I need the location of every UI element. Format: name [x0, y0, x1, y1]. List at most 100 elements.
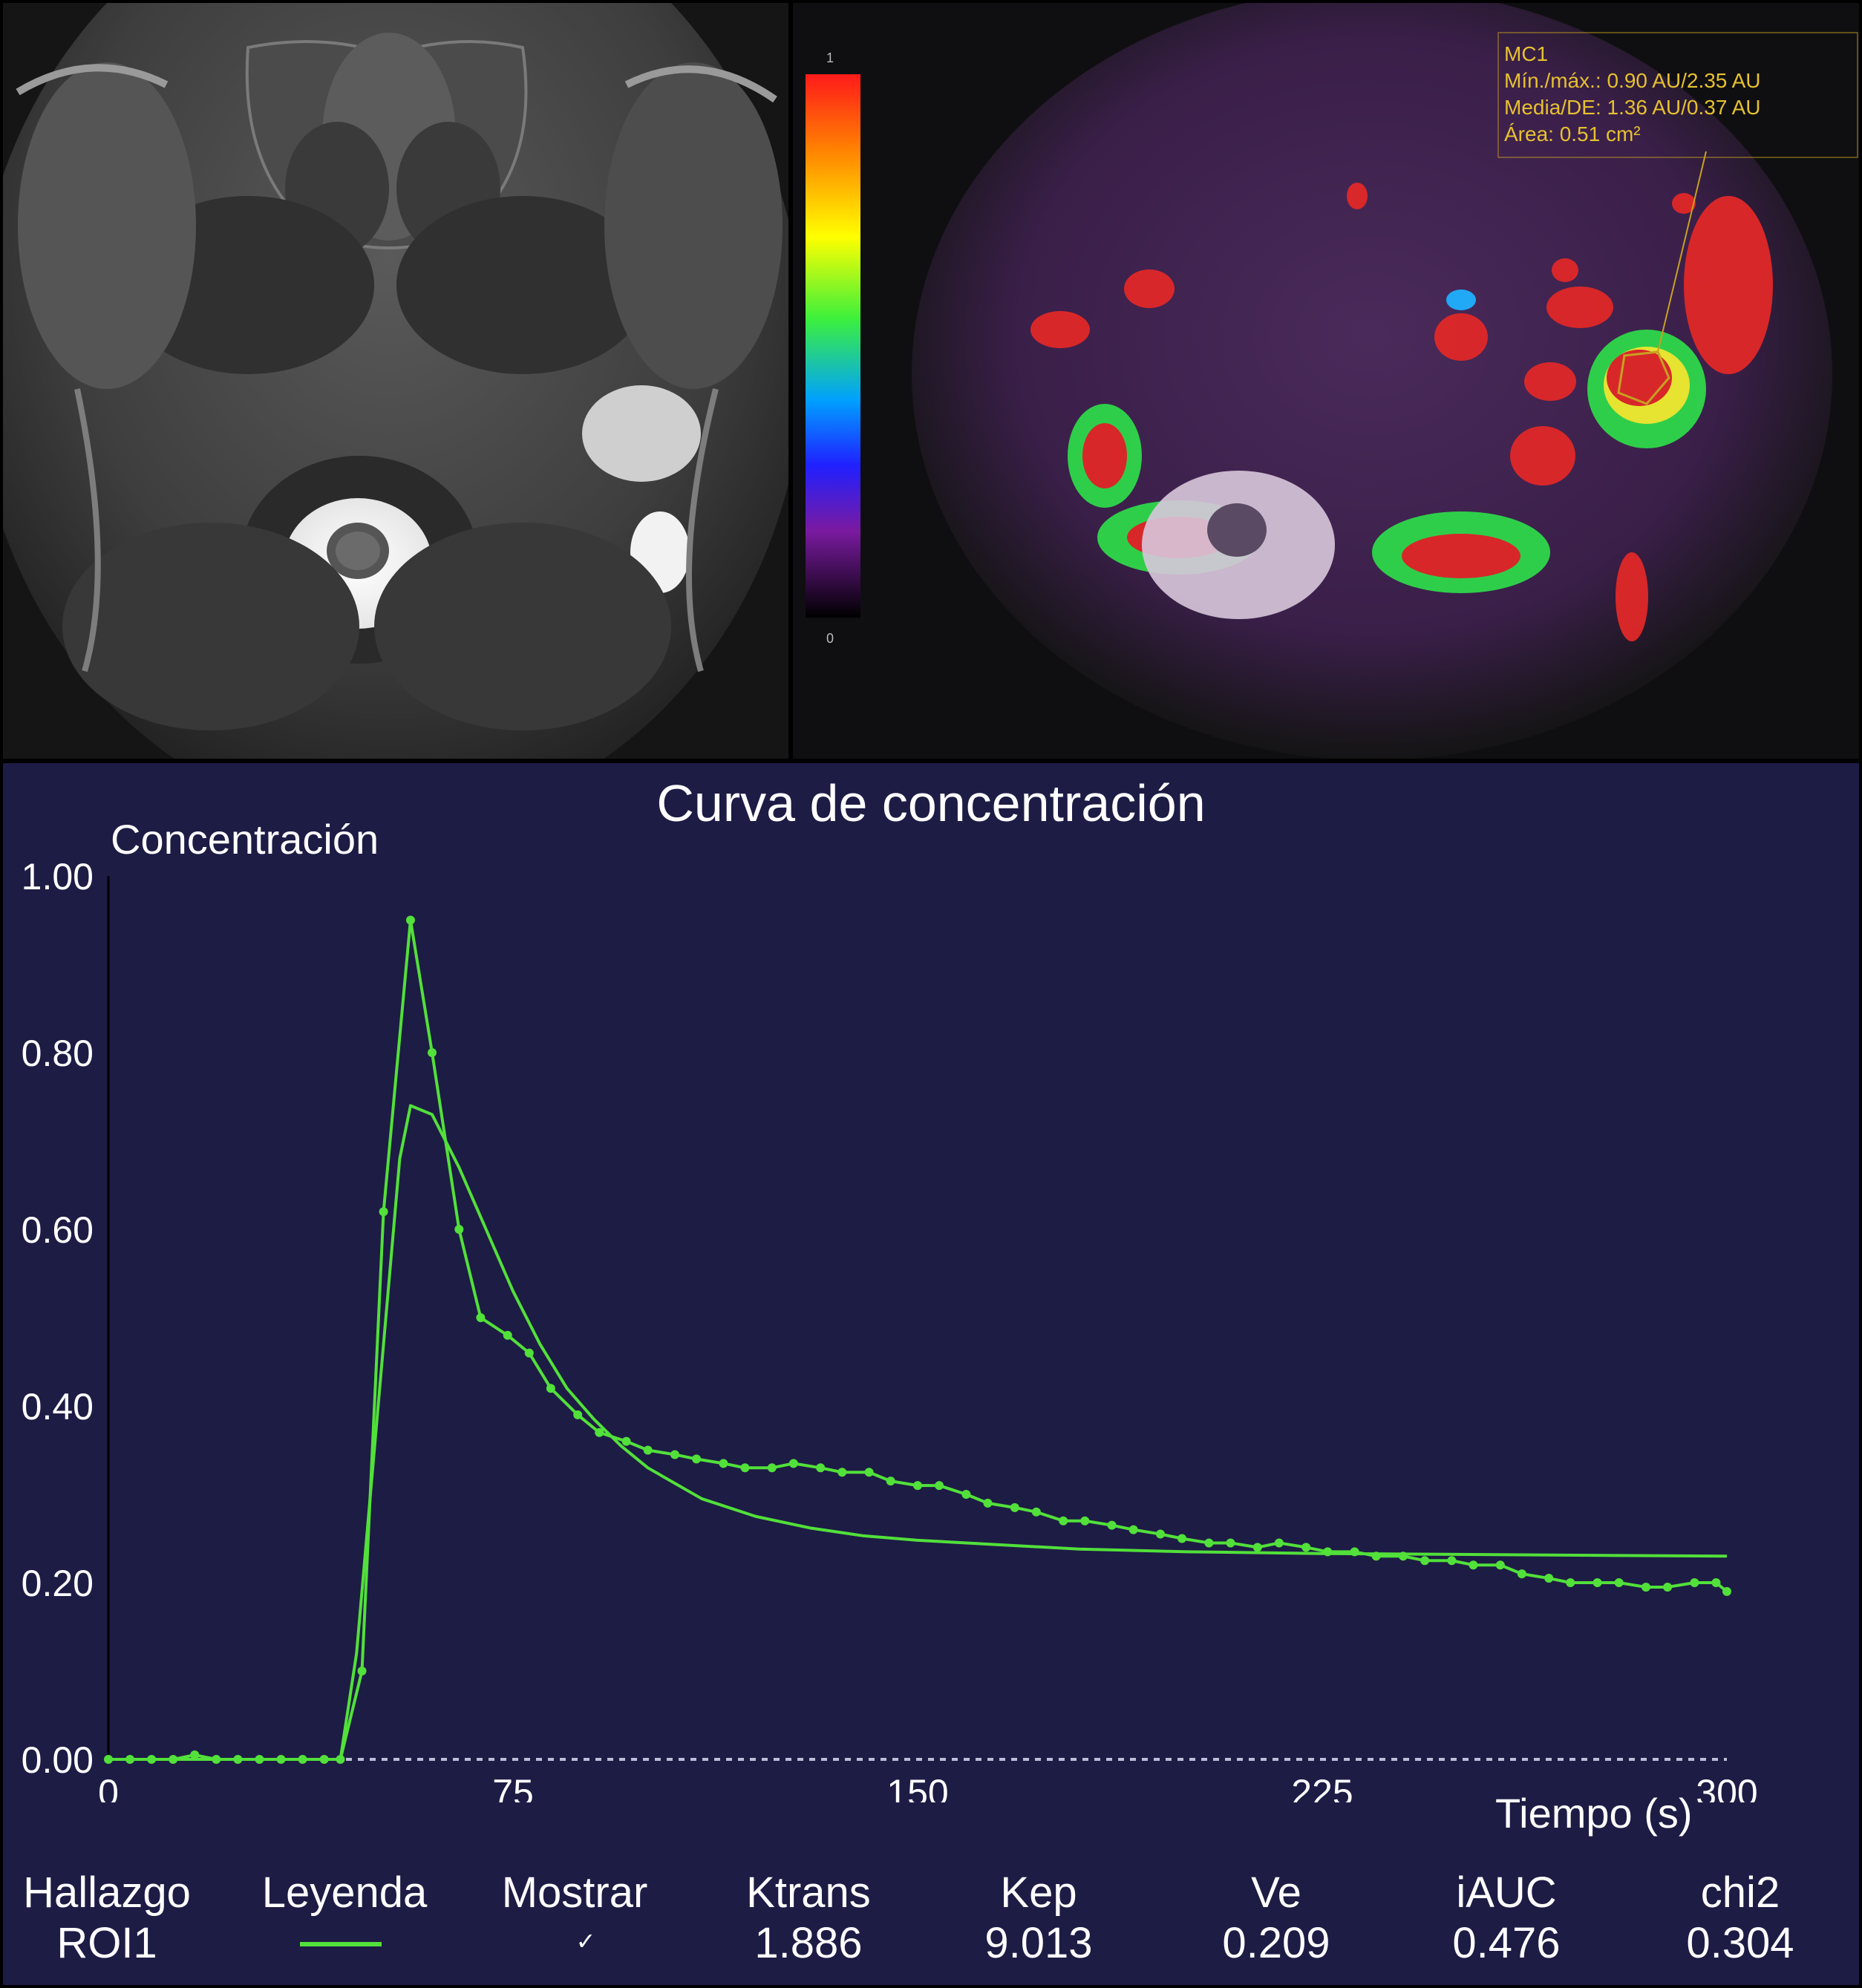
measured-data-point — [595, 1428, 604, 1437]
measured-data-point — [1663, 1582, 1673, 1592]
roi-info-box — [1497, 32, 1858, 158]
fit-curve-line — [108, 1104, 1728, 1761]
mri-t2-image — [3, 3, 788, 759]
measured-data-point — [1080, 1516, 1090, 1526]
y-tick-label: 1.00 — [22, 856, 94, 897]
header-ktrans: Ktrans — [746, 1868, 871, 1917]
measured-data-point — [454, 1225, 464, 1234]
y-tick-label: 0.40 — [22, 1386, 94, 1428]
header-hallazgo: Hallazgo — [23, 1868, 191, 1917]
measured-data-point — [476, 1313, 486, 1322]
mri-t2-drawing — [3, 3, 788, 759]
measured-data-point — [1156, 1529, 1165, 1539]
header-leyenda: Leyenda — [261, 1868, 428, 1917]
measured-data-point — [524, 1348, 534, 1358]
roi-area: Área: 0.51 cm² — [1504, 122, 1641, 145]
x-tick-label: 75 — [492, 1772, 534, 1802]
concentration-curve-chart: 0.00 0.20 0.40 0.60 0.80 1.00 0 75 150 225 300 — [22, 856, 1758, 1802]
roi-mean-sd: Media/DE: 1.36 AU/0.37 AU — [1504, 96, 1761, 119]
measured-data-point — [405, 915, 415, 925]
measured-data-point — [1592, 1578, 1602, 1587]
legend-line-swatch — [300, 1942, 382, 1946]
measured-data-point — [886, 1477, 895, 1486]
measured-data-point — [1420, 1556, 1430, 1566]
measured-data-point — [190, 1750, 200, 1760]
measured-data-point — [837, 1468, 847, 1477]
colorbar — [806, 74, 860, 618]
measured-data-point — [719, 1459, 728, 1468]
measured-data-point — [740, 1463, 750, 1473]
roi-leader-line — [1657, 151, 1707, 353]
measured-data-point — [428, 1048, 437, 1057]
measured-data-point — [983, 1498, 993, 1508]
measured-data-point — [692, 1454, 702, 1464]
measured-data-point — [1177, 1534, 1187, 1543]
measured-data-point — [1301, 1543, 1311, 1552]
roi-name: MC1 — [1504, 42, 1548, 65]
measured-data-point — [670, 1450, 679, 1459]
measured-data-point — [379, 1207, 388, 1217]
show-checkbox[interactable]: ✓ — [575, 1928, 596, 1955]
y-tick-label: 0.80 — [22, 1033, 94, 1074]
roi-min-max: Mín./máx.: 0.90 AU/2.35 AU — [1504, 69, 1761, 92]
x-tick-label: 150 — [886, 1772, 948, 1802]
row-ktrans: 1.886 — [754, 1919, 863, 1967]
y-tick-label: 0.60 — [22, 1209, 94, 1251]
header-chi2: chi2 — [1700, 1868, 1780, 1917]
row-kep: 9.013 — [984, 1919, 1093, 1967]
header-mostrar: Mostrar — [501, 1868, 648, 1917]
concentration-chart-panel: Curva de concentración Concentración 0.0… — [3, 763, 1859, 1985]
header-kep: Kep — [1000, 1868, 1077, 1917]
measured-data-point — [1690, 1578, 1699, 1587]
y-tick-label: 0.00 — [22, 1739, 94, 1781]
measured-data-point — [935, 1481, 944, 1491]
measured-data-point — [1544, 1574, 1554, 1583]
measured-data-point — [357, 1667, 367, 1675]
x-tick-label: 0 — [98, 1772, 119, 1802]
y-tick-label: 0.20 — [22, 1563, 94, 1604]
measured-data-point — [1614, 1578, 1624, 1587]
measured-data-point — [816, 1463, 826, 1473]
measured-data-point — [1274, 1538, 1284, 1548]
row-chi2: 0.304 — [1686, 1919, 1794, 1967]
measured-data-point — [1128, 1525, 1138, 1534]
measured-data-point — [961, 1490, 971, 1499]
y-axis-label: Concentración — [111, 816, 379, 863]
measured-data-point — [1469, 1560, 1478, 1570]
perfusion-map-image: 1 0 — [793, 3, 1859, 759]
measured-data-point — [621, 1436, 631, 1446]
measured-data-point — [1010, 1503, 1019, 1512]
measured-data-point — [1204, 1538, 1214, 1548]
measured-data-point — [573, 1410, 583, 1419]
measured-data-point — [788, 1459, 798, 1468]
roi-outline[interactable] — [1617, 350, 1670, 405]
measured-data-point — [1722, 1586, 1731, 1596]
measured-data-point — [1226, 1538, 1235, 1548]
measured-data-point — [913, 1481, 922, 1491]
colorbar-max-label: 1 — [826, 50, 834, 65]
x-tick-label: 300 — [1696, 1772, 1757, 1802]
chart-title: Curva de concentración — [656, 774, 1206, 832]
x-axis-label: Tiempo (s) — [1495, 1790, 1693, 1837]
colorbar-min-label: 0 — [826, 631, 834, 646]
measured-data-point — [1252, 1543, 1262, 1552]
row-iauc: 0.476 — [1452, 1919, 1561, 1967]
measured-data-point — [503, 1330, 512, 1340]
row-ve: 0.209 — [1222, 1919, 1330, 1967]
header-iauc: iAUC — [1456, 1868, 1557, 1917]
measured-data-point — [1517, 1569, 1526, 1579]
measured-data-point — [864, 1468, 874, 1477]
measured-data-point — [643, 1445, 653, 1455]
row-hallazgo: ROI1 — [56, 1919, 157, 1967]
measured-data-point — [1566, 1578, 1575, 1587]
header-ve: Ve — [1251, 1868, 1301, 1917]
measured-data-point — [1495, 1560, 1505, 1570]
measured-data-point — [1642, 1582, 1650, 1592]
measured-data-point — [1059, 1516, 1068, 1526]
measured-data-point — [1107, 1520, 1117, 1530]
measured-data-point — [546, 1384, 555, 1393]
measured-data-point — [1711, 1578, 1721, 1587]
measured-curve-line — [108, 918, 1728, 1761]
perfusion-map-drawing: 1 0 — [793, 3, 1859, 759]
